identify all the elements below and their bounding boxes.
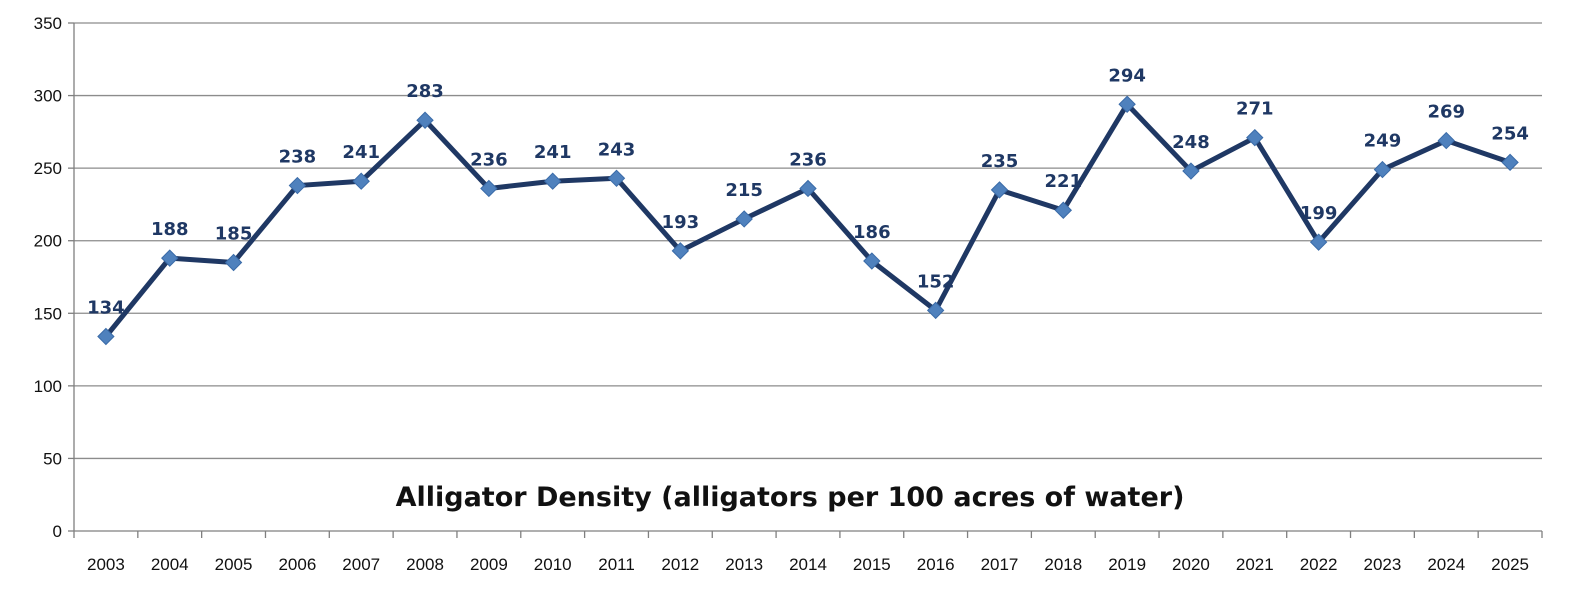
x-tick-label: 2023	[1364, 555, 1402, 574]
data-point-marker	[1309, 233, 1328, 251]
data-label: 221	[1045, 171, 1083, 192]
data-point-marker	[735, 210, 753, 228]
y-axis-tick-labels: 0 50 100 150 200 250 300 350	[34, 14, 62, 541]
y-tick-label: 100	[34, 377, 62, 396]
x-tick-label: 2011	[598, 555, 635, 574]
data-point-marker	[607, 169, 626, 188]
data-point-marker	[1373, 160, 1392, 179]
x-tick-label: 2021	[1236, 555, 1274, 574]
data-label: 236	[789, 149, 827, 170]
x-tick-label: 2003	[87, 555, 125, 574]
x-tick-label: 2025	[1491, 555, 1529, 574]
data-label: 215	[725, 180, 763, 201]
data-point-marker	[161, 249, 179, 267]
data-labels: 134 188 185 238 241 283 236 241 243 193 215 236 186 1…	[87, 65, 1529, 318]
x-tick-label: 2004	[151, 555, 189, 574]
data-label: 238	[279, 147, 317, 168]
x-tick-label: 2005	[215, 555, 253, 574]
data-label: 188	[151, 219, 189, 240]
x-tick-label: 2017	[981, 555, 1019, 574]
data-point-marker	[352, 172, 370, 190]
data-label: 235	[981, 151, 1019, 172]
y-tick-label: 0	[53, 522, 62, 541]
data-label: 249	[1364, 131, 1402, 152]
data-label: 152	[917, 271, 955, 292]
data-label: 193	[662, 212, 700, 233]
data-label: 236	[470, 149, 508, 170]
data-label: 199	[1300, 203, 1338, 224]
x-tick-label: 2008	[406, 555, 444, 574]
data-point-marker	[1501, 153, 1519, 172]
x-tick-label: 2009	[470, 555, 508, 574]
x-tick-label: 2015	[853, 555, 891, 574]
x-tick-label: 2016	[917, 555, 955, 574]
x-tick-label: 2013	[725, 555, 763, 574]
data-label: 254	[1491, 123, 1529, 144]
data-point-marker	[1182, 162, 1200, 180]
data-point-marker	[1054, 201, 1073, 219]
data-point-marker	[97, 327, 115, 346]
data-point-marker	[799, 179, 817, 198]
x-tick-label: 2006	[278, 555, 316, 574]
data-label: 134	[87, 298, 125, 319]
data-point-marker	[1246, 128, 1264, 147]
data-point-marker	[543, 172, 562, 190]
data-point-marker	[990, 181, 1009, 199]
data-markers	[97, 95, 1519, 346]
chart-title: Alligator Density (alligators per 100 ac…	[396, 482, 1185, 513]
y-tick-label: 300	[34, 87, 62, 106]
data-point-marker	[926, 301, 945, 320]
x-tick-label: 2020	[1172, 555, 1210, 574]
x-tick-label: 2010	[534, 555, 572, 574]
data-point-marker	[1437, 131, 1455, 150]
x-tick-label: 2018	[1044, 555, 1082, 574]
data-label: 294	[1108, 65, 1146, 86]
data-label: 185	[215, 223, 253, 244]
data-point-marker	[288, 176, 307, 195]
axes	[68, 22, 1543, 538]
y-tick-label: 250	[34, 159, 62, 178]
gridlines	[74, 22, 1542, 460]
data-label: 241	[342, 142, 380, 163]
data-point-marker	[224, 253, 243, 272]
y-tick-label: 350	[34, 14, 62, 33]
x-tick-label: 2012	[661, 555, 699, 574]
data-label: 243	[598, 139, 636, 160]
x-tick-label: 2019	[1108, 555, 1146, 574]
data-label: 283	[406, 81, 444, 102]
x-tick-label: 2022	[1300, 555, 1338, 574]
data-point-marker	[1118, 95, 1136, 113]
y-tick-label: 200	[34, 232, 62, 251]
data-label: 271	[1236, 99, 1274, 120]
data-point-marker	[480, 179, 498, 198]
data-point-marker	[863, 252, 881, 270]
data-label: 241	[534, 142, 572, 163]
y-tick-label: 150	[34, 304, 62, 323]
y-tick-label: 50	[43, 449, 62, 468]
data-label: 186	[853, 222, 891, 243]
data-label: 248	[1172, 132, 1210, 153]
data-point-marker	[671, 242, 690, 260]
data-point-marker	[416, 111, 434, 129]
data-label: 269	[1427, 102, 1465, 123]
x-axis-tick-labels: 2003 2004 2005 2006 2007 2008 2009 2010 2011 2012…	[87, 555, 1529, 574]
x-tick-label: 2024	[1427, 555, 1465, 574]
x-tick-label: 2014	[789, 555, 827, 574]
x-tick-label: 2007	[342, 555, 380, 574]
